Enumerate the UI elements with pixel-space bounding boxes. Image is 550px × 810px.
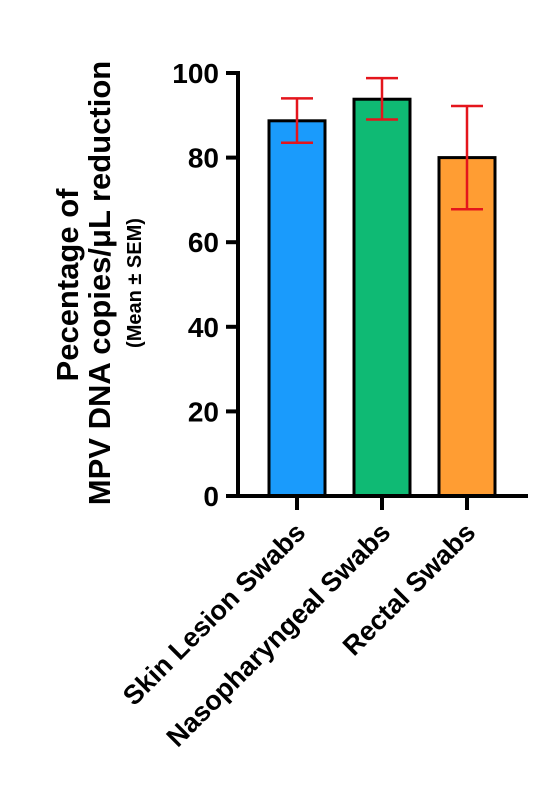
y-axis-title-line-2: MPV DNA copies/μL reduction bbox=[82, 61, 117, 505]
y-axis-title-line-3: (Mean ± SEM) bbox=[124, 218, 146, 348]
bar bbox=[352, 97, 412, 498]
y-tick-label: 60 bbox=[188, 227, 219, 258]
y-tick-label: 0 bbox=[203, 481, 219, 512]
y-axis-title: Pecentage of MPV DNA copies/μL reduction… bbox=[50, 61, 146, 505]
y-axis-ticks: 0 20 40 60 80 100 bbox=[172, 58, 238, 512]
x-axis-ticks bbox=[295, 496, 469, 510]
y-tick-label: 80 bbox=[188, 143, 219, 174]
error-bars bbox=[281, 76, 483, 211]
y-tick-label: 20 bbox=[188, 396, 219, 427]
y-tick-label: 40 bbox=[188, 312, 219, 343]
y-axis-title-line-1: Pecentage of bbox=[50, 188, 85, 382]
bar bbox=[267, 119, 327, 498]
bars bbox=[267, 97, 497, 498]
y-tick-label: 100 bbox=[172, 58, 219, 89]
